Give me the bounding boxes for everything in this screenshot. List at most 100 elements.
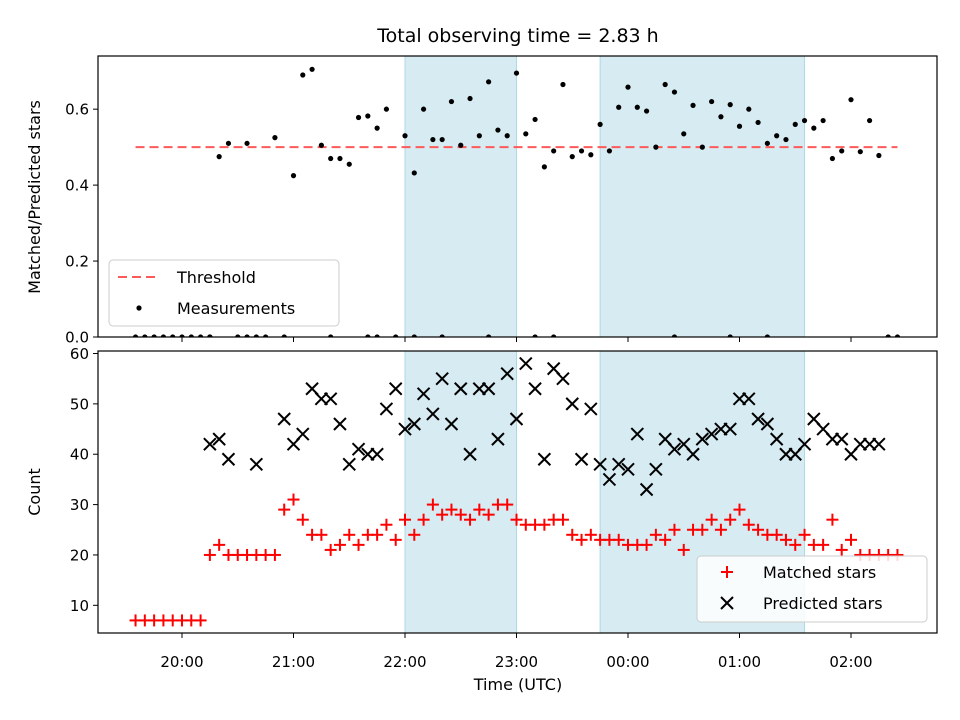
predicted-stars-point xyxy=(537,452,552,466)
predicted-stars-point-b xyxy=(444,417,459,431)
matched-stars-point xyxy=(770,528,783,541)
measurement-point xyxy=(764,334,770,337)
measurement-point xyxy=(197,334,204,337)
predicted-stars-point xyxy=(602,472,617,487)
measurement-point xyxy=(718,114,724,120)
y-tick-label: 20 xyxy=(70,546,89,564)
measurement-point xyxy=(290,173,297,179)
y-tick-label: 10 xyxy=(70,597,89,615)
threshold-legend-label: Threshold xyxy=(176,268,256,287)
matched-stars-point xyxy=(510,513,523,526)
predicted-stars-point-b xyxy=(398,422,412,436)
matched-legend-label: Matched stars xyxy=(763,563,876,582)
predicted-stars-point xyxy=(621,462,635,477)
predicted-stars-point-b xyxy=(574,452,589,466)
axis-ticks: 20:00 21:00 22:00 23:00 00:00 01:00 02:00 0.0 0.… xyxy=(65,101,872,671)
matched-stars-point xyxy=(464,513,477,526)
measurement-point xyxy=(653,144,659,150)
x-axis-label: Time (UTC) xyxy=(473,675,562,694)
predicted-stars-point xyxy=(769,432,784,446)
predicted-stars-point xyxy=(528,382,542,396)
predicted-stars-point xyxy=(565,397,579,411)
matched-stars-point xyxy=(352,538,365,551)
matched-stars-point xyxy=(315,528,328,541)
matched-stars-point xyxy=(268,548,281,561)
predicted-stars-point xyxy=(760,417,775,431)
predicted-stars-point-b xyxy=(593,457,607,472)
measurement-point xyxy=(244,140,250,146)
predicted-stars-point-b xyxy=(296,427,310,441)
predicted-stars-point xyxy=(519,356,533,371)
predicted-stars-point-b xyxy=(751,412,765,426)
measurement-point xyxy=(411,170,417,176)
measurement-point xyxy=(532,116,538,123)
panel-ratio-marks xyxy=(132,66,901,337)
measurement-point xyxy=(309,66,315,72)
shaded-intervals xyxy=(404,55,806,634)
predicted-stars-point-b xyxy=(416,387,431,401)
matched-stars-point xyxy=(779,533,792,546)
predicted-stars-point-b xyxy=(769,432,784,446)
predicted-stars-point xyxy=(481,382,496,396)
measurement-point xyxy=(374,334,380,337)
predicted-stars-point xyxy=(277,412,291,426)
predicted-stars-point xyxy=(835,432,849,446)
matched-stars-point xyxy=(798,528,811,541)
measurement-point xyxy=(709,98,715,105)
measurement-point xyxy=(746,106,752,112)
measurements-legend-swatch xyxy=(136,305,142,311)
matched-stars-point xyxy=(575,533,588,546)
predicted-stars-point-b xyxy=(537,452,552,466)
matched-stars-point xyxy=(789,538,802,551)
predicted-stars-point-b xyxy=(797,437,812,451)
predicted-stars-point-b xyxy=(379,402,394,416)
matched-stars-point xyxy=(408,528,421,541)
top-y-axis-label: Matched/Predicted stars xyxy=(25,100,44,294)
measurement-point xyxy=(894,334,901,337)
matched-stars-point xyxy=(817,538,830,551)
y-tick-label: 40 xyxy=(70,446,89,464)
predicted-stars-point xyxy=(751,412,765,426)
measurement-point xyxy=(848,97,854,103)
measurement-point xyxy=(160,334,167,337)
predicted-stars-point xyxy=(333,417,347,431)
matched-stars-point xyxy=(203,548,216,561)
predicted-stars-point xyxy=(695,432,710,446)
measurement-point xyxy=(486,334,492,337)
matched-stars-point xyxy=(194,614,207,627)
y-tick-label: 0.2 xyxy=(65,253,89,271)
shaded-interval-1-panel-1 xyxy=(404,55,517,338)
predicted-stars-point xyxy=(212,432,226,446)
predicted-stars-point-b xyxy=(203,437,217,451)
predicted-stars-point-b xyxy=(602,472,617,487)
predicted-stars-point-b xyxy=(407,417,421,431)
measurement-point xyxy=(486,79,492,85)
predicted-stars-point xyxy=(584,402,598,416)
predicted-stars-point xyxy=(630,427,644,441)
measurement-point xyxy=(383,106,390,112)
measurement-point xyxy=(365,113,371,119)
measurement-point xyxy=(281,334,287,337)
predicted-stars-point-b xyxy=(221,452,236,466)
predicted-stars-point xyxy=(872,437,886,451)
measurement-point xyxy=(792,121,798,127)
matched-stars-point xyxy=(473,503,486,516)
measurement-point xyxy=(132,334,139,337)
predicted-stars-point xyxy=(649,462,663,477)
predicted-stars-point-b xyxy=(351,442,366,456)
measurement-point xyxy=(690,102,696,108)
predicted-stars-point-b xyxy=(491,432,505,446)
matched-stars-point xyxy=(668,523,681,536)
predicted-stars-point-b xyxy=(704,427,719,441)
predicted-stars-point-b xyxy=(612,457,626,472)
top-legend: Threshold Measurements xyxy=(108,259,340,327)
matched-stars-point xyxy=(213,538,226,551)
matched-stars-point xyxy=(705,513,718,526)
predicted-stars-point-b xyxy=(370,447,384,461)
measurement-point xyxy=(225,140,232,146)
matched-stars-point xyxy=(714,523,727,536)
predicted-legend-label: Predicted stars xyxy=(763,594,883,613)
measurement-point xyxy=(727,334,733,337)
measurement-point xyxy=(764,140,770,146)
predicted-stars-point-b xyxy=(639,482,654,497)
